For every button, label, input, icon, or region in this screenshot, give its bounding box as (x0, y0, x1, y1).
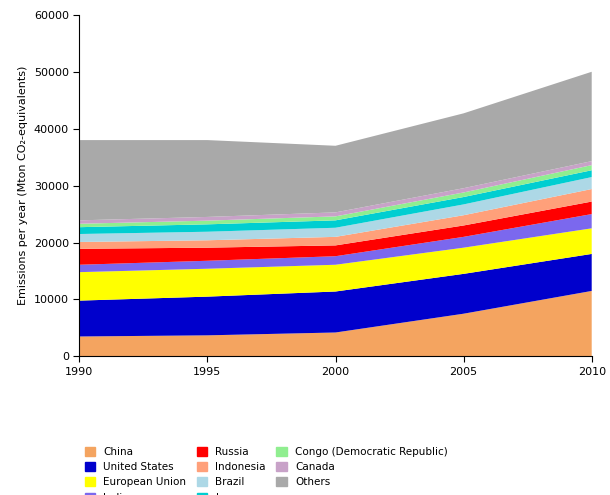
Legend: China, United States, European Union, India, Russia, Indonesia, Brazil, Japan, C: China, United States, European Union, In… (85, 447, 448, 495)
Y-axis label: Emissions per year (Mton CO₂-equivalents): Emissions per year (Mton CO₂-equivalents… (18, 66, 28, 305)
